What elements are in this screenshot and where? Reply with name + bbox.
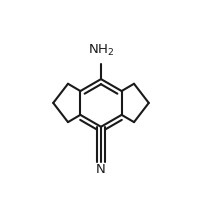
Text: N: N (96, 163, 106, 176)
Text: NH$_2$: NH$_2$ (88, 43, 114, 58)
